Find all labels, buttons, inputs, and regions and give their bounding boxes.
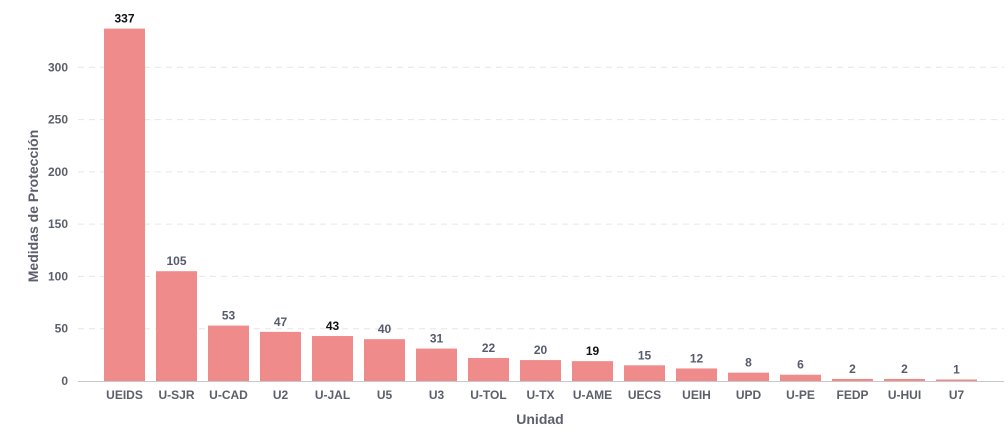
gridlines (78, 66, 1004, 330)
data-label: 19 (586, 344, 600, 358)
data-label: 1 (953, 363, 960, 377)
y-tick-label: 0 (61, 374, 68, 388)
bar-u-cad (208, 325, 249, 381)
data-label: 6 (797, 358, 804, 372)
y-axis-title: Medidas de Protección (25, 130, 41, 282)
y-tick-label: 100 (48, 269, 68, 283)
x-tick-label: U-HUI (888, 388, 921, 402)
x-tick-label: U-CAD (209, 388, 248, 402)
data-label: 2 (849, 362, 856, 376)
bar-ueih (676, 368, 717, 381)
x-tick-label: U-TOL (470, 388, 506, 402)
data-label: 8 (745, 356, 752, 370)
y-tick-label: 150 (48, 217, 68, 231)
data-label: 43 (326, 319, 340, 333)
data-label: 15 (638, 348, 652, 362)
bar-u-tx (520, 360, 561, 381)
x-tick-label: UECS (628, 388, 661, 402)
x-tick-label: U-AME (573, 388, 612, 402)
bar-u-tol (468, 357, 509, 381)
data-label: 22 (482, 341, 496, 355)
x-tick-label: U-SJR (158, 388, 194, 402)
x-tick-label: U-TX (527, 388, 555, 402)
bar-fedp (832, 378, 873, 381)
bar-u3 (416, 348, 457, 381)
y-axis-ticks: 0 50 100 150 200 250 300 (48, 60, 68, 388)
bar-upd (728, 372, 769, 381)
y-tick-label: 50 (55, 322, 69, 336)
x-tick-label: U-PE (786, 388, 815, 402)
x-tick-label: U2 (273, 388, 289, 402)
x-tick-label: U3 (429, 388, 445, 402)
data-label: 2 (901, 362, 908, 376)
data-label: 53 (222, 309, 236, 323)
data-label: 12 (690, 351, 704, 365)
data-label: 20 (534, 343, 548, 357)
x-tick-label: U5 (377, 388, 393, 402)
bar-u-sjr (156, 271, 197, 381)
x-tick-label: UEIH (682, 388, 711, 402)
x-tick-label: UEIDS (106, 388, 143, 402)
bar-u-ame (572, 361, 613, 381)
data-label: 40 (378, 322, 392, 336)
bar-u7 (936, 379, 977, 381)
bar-u-jal (312, 336, 353, 381)
bar-u-pe (780, 374, 821, 381)
y-tick-label: 250 (48, 113, 68, 127)
data-label: 31 (430, 332, 444, 346)
bars (104, 28, 977, 381)
x-axis-ticks: UEIDS U-SJR U-CAD U2 U-JAL U5 U3 U-TOL U-TX U-AME… (106, 388, 964, 402)
x-tick-label: UPD (736, 388, 762, 402)
y-tick-label: 200 (48, 165, 68, 179)
bar-u2 (260, 331, 301, 381)
bar-u5 (364, 339, 405, 381)
bar-u-hui (884, 378, 925, 381)
x-tick-label: FEDP (836, 388, 868, 402)
bar-uecs (624, 365, 665, 381)
x-axis-title: Unidad (516, 411, 563, 427)
y-tick-label: 300 (48, 60, 68, 74)
data-label: 47 (274, 315, 288, 329)
data-label: 105 (166, 254, 186, 268)
data-label: 337 (114, 12, 134, 26)
bar-ueids (104, 28, 145, 381)
x-tick-label: U7 (949, 388, 965, 402)
x-tick-label: U-JAL (315, 388, 350, 402)
